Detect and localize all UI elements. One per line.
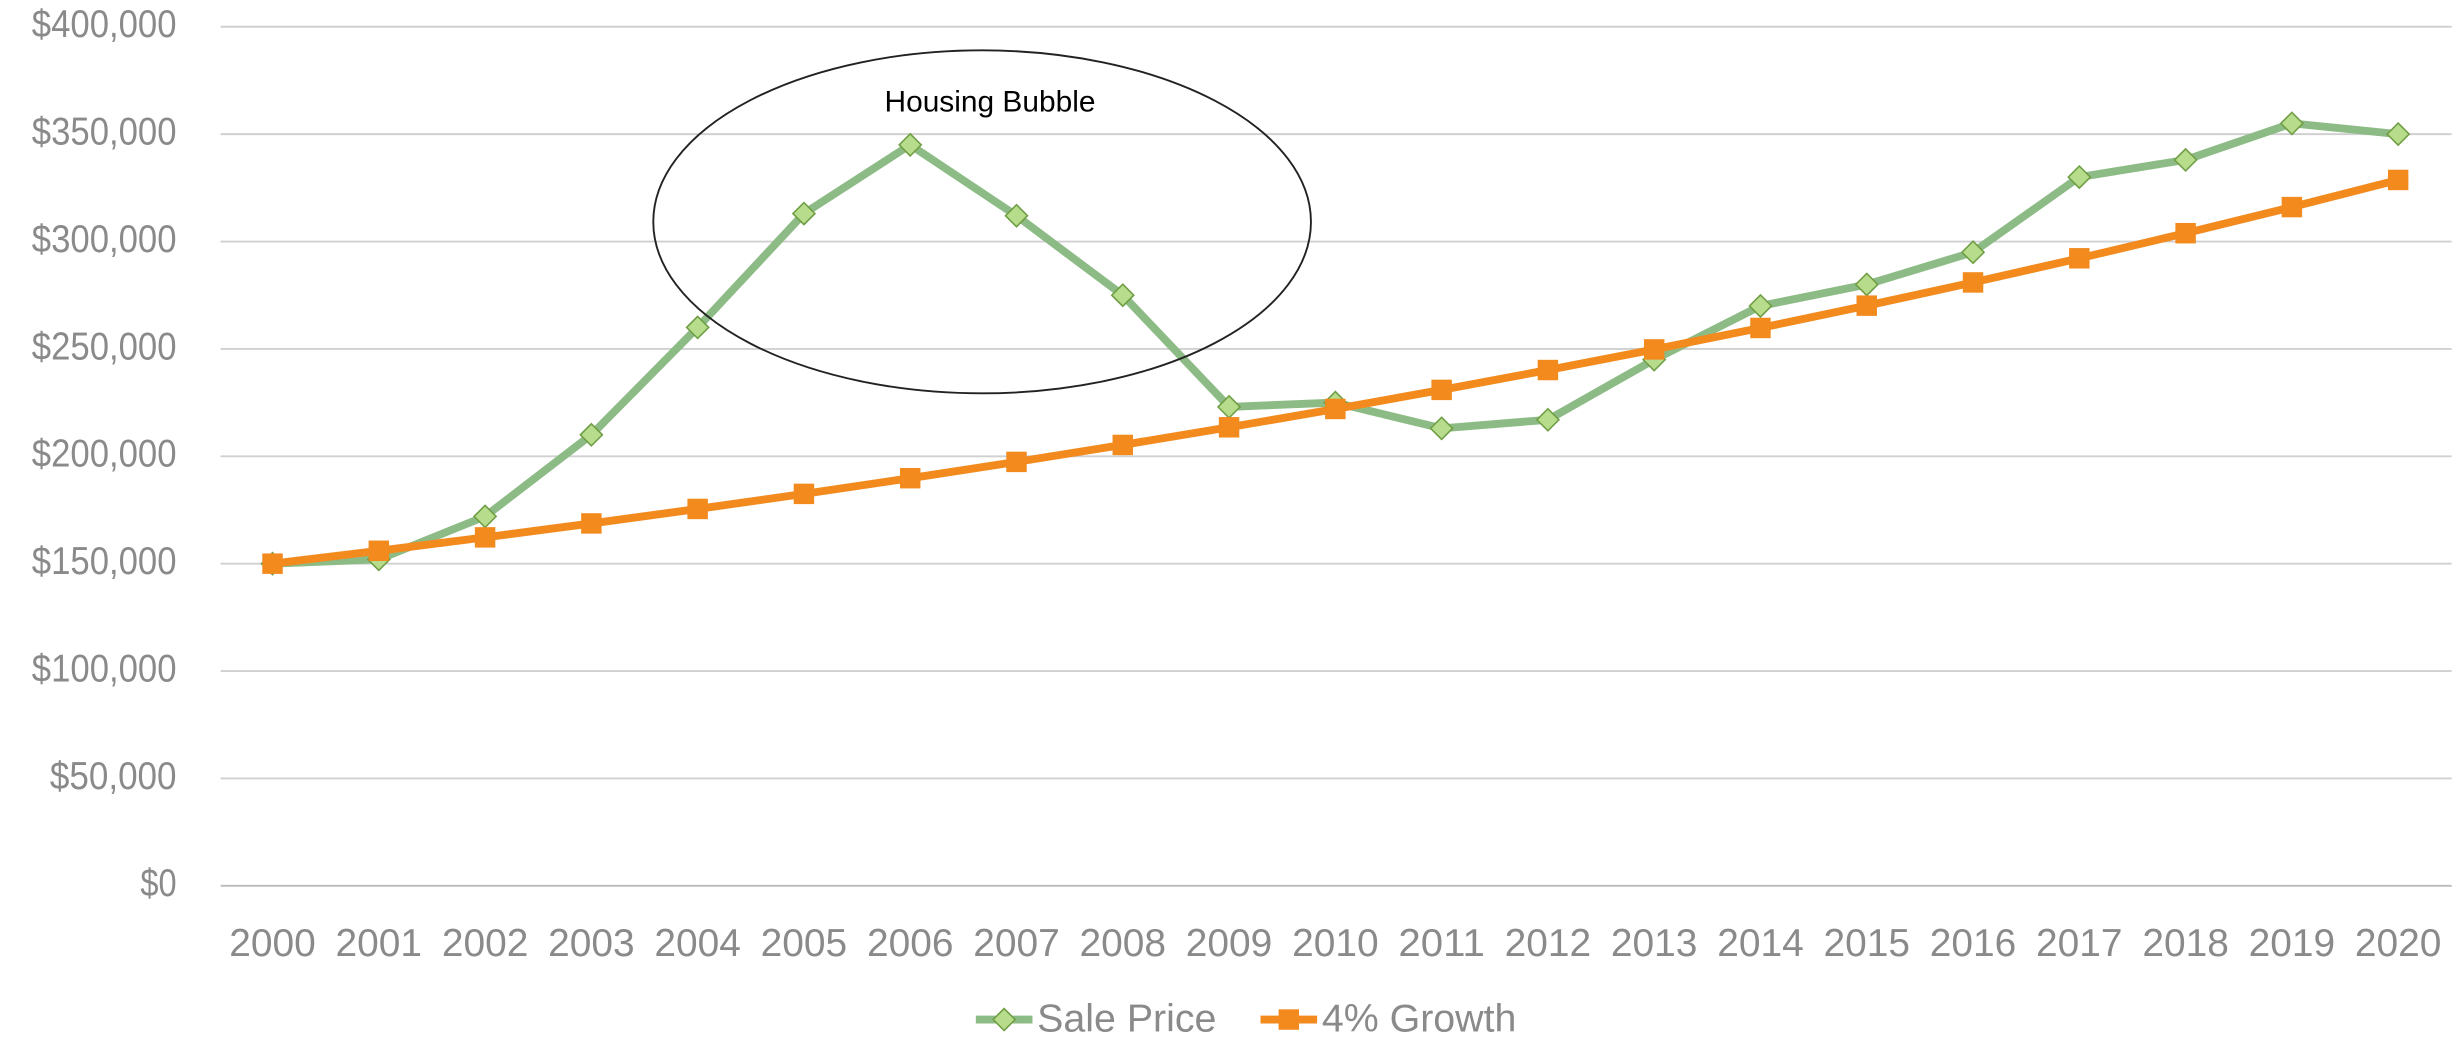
marker [2386, 122, 2411, 147]
marker [793, 483, 815, 505]
marker [1006, 451, 1027, 473]
x-tick-label: 2001 [336, 921, 423, 965]
marker [262, 553, 283, 574]
marker [368, 540, 390, 562]
marker [2067, 164, 2092, 190]
marker [1856, 295, 1877, 316]
x-tick-label: 2007 [973, 921, 1060, 965]
marker [898, 132, 923, 157]
marker [791, 201, 817, 226]
x-tick-label: 2002 [442, 921, 529, 965]
legend-item: Sale Price [975, 997, 1216, 1040]
marker [685, 315, 710, 340]
marker [1112, 434, 1134, 456]
marker [1325, 398, 1346, 420]
x-tick-label: 2020 [2355, 921, 2442, 965]
x-tick-label: 2008 [1080, 921, 1167, 965]
marker [1854, 272, 1879, 297]
x-tick-label: 2009 [1186, 921, 1273, 965]
marker [2279, 111, 2305, 136]
x-tick-label: 2003 [548, 921, 635, 965]
marker [2173, 147, 2198, 173]
y-tick-label: $250,000 [32, 324, 177, 368]
marker [1748, 293, 1773, 319]
y-tick-label: $200,000 [32, 432, 177, 476]
marker [581, 513, 602, 534]
y-tick-label: $0 [140, 861, 176, 905]
legend-marker [1278, 1009, 1300, 1030]
marker [1218, 417, 1240, 438]
marker [2175, 222, 2196, 244]
series-line [272, 176, 2400, 568]
y-tick-label: $400,000 [32, 2, 177, 46]
marker [1535, 407, 1561, 432]
x-tick-label: 2014 [1717, 921, 1804, 965]
x-tick-label: 2000 [229, 921, 316, 965]
x-tick-label: 2006 [867, 921, 954, 965]
marker [474, 527, 496, 548]
x-tick-label: 2004 [654, 921, 741, 965]
marker [1431, 379, 1452, 401]
marker [2281, 196, 2303, 218]
marker [899, 467, 921, 489]
marker [687, 498, 708, 520]
marker [2387, 169, 2409, 191]
x-tick-label: 2018 [2142, 921, 2229, 965]
marker [1004, 203, 1029, 228]
y-tick-label: $350,000 [32, 110, 177, 154]
marker [1429, 416, 1454, 441]
x-tick-label: 2005 [761, 921, 848, 965]
annotation: Housing Bubble [885, 86, 1096, 119]
x-tick-label: 2012 [1505, 921, 1592, 965]
legend-label: Sale Price [1037, 997, 1216, 1040]
x-tick-label: 2015 [1823, 921, 1910, 965]
x-tick-label: 2013 [1611, 921, 1698, 965]
marker [2069, 248, 2090, 269]
x-tick-label: 2010 [1292, 921, 1379, 965]
marker [1110, 283, 1135, 308]
x-tick-label: 2019 [2249, 921, 2336, 965]
legend-label: 4% Growth [1322, 997, 1517, 1040]
y-tick-label: $150,000 [32, 539, 177, 583]
marker [1962, 272, 1984, 293]
y-tick-label: $300,000 [32, 217, 177, 261]
series-line [272, 119, 2399, 568]
marker [579, 422, 604, 447]
marker [1643, 339, 1665, 360]
x-tick-label: 2011 [1398, 921, 1485, 965]
legend-marker [992, 1007, 1017, 1032]
marker [1537, 359, 1559, 381]
x-tick-label: 2016 [1930, 921, 2017, 965]
marker [1750, 317, 1771, 339]
bubble-ellipse [652, 49, 1312, 395]
y-tick-label: $100,000 [32, 646, 177, 690]
marker [1960, 240, 1986, 265]
y-tick-label: $50,000 [50, 754, 177, 798]
legend-item: 4% Growth [1260, 997, 1516, 1040]
x-tick-label: 2017 [2036, 921, 2123, 965]
